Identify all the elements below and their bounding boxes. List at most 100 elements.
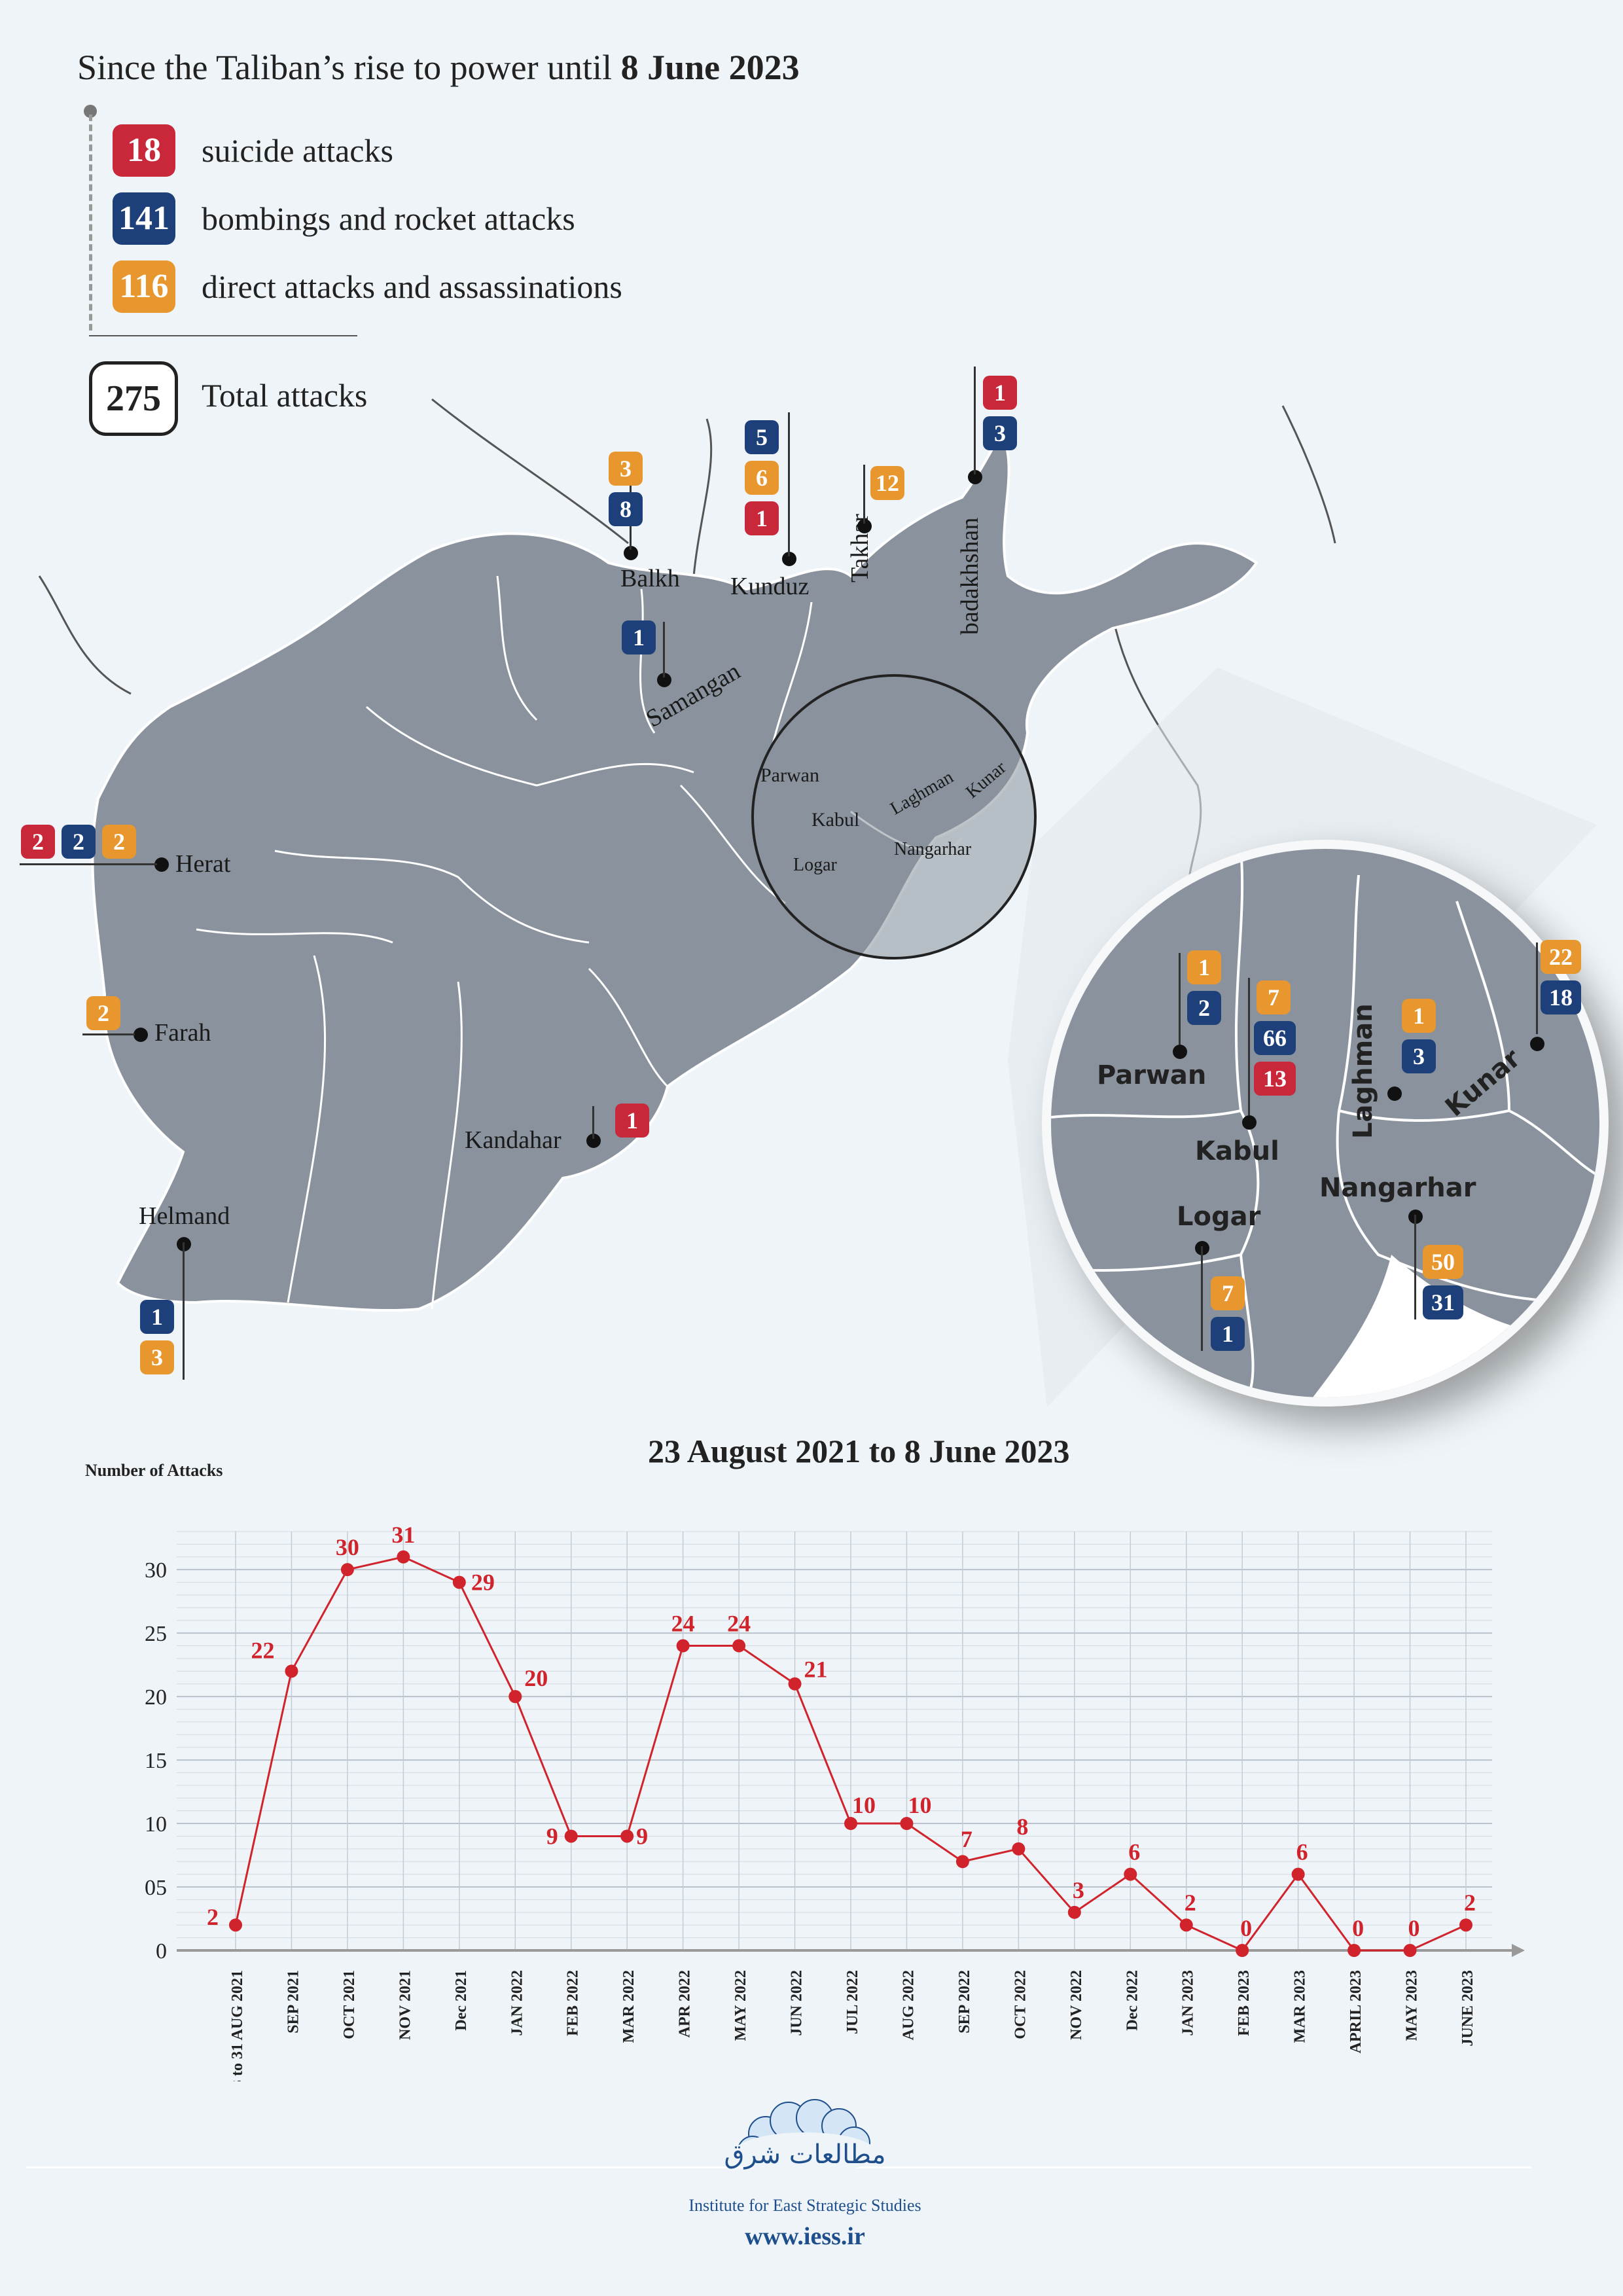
institute-name: Institute for East Strategic Studies	[688, 2196, 921, 2215]
pin-badakhshan	[968, 470, 982, 484]
zoom-leader-kunar	[1536, 942, 1538, 1034]
pin-takhar	[857, 519, 872, 533]
legend-dot	[84, 105, 97, 118]
data-point	[564, 1829, 578, 1843]
legend-value-suicide: 18	[113, 124, 175, 177]
institute-url[interactable]: www.iess.ir	[745, 2223, 865, 2250]
x-tick-label: 23 to 31 AUG 2021	[229, 1970, 246, 2081]
data-label: 6	[1296, 1839, 1308, 1865]
legend-item-bombings: 141 bombings and rocket attacks	[113, 192, 575, 245]
data-point	[844, 1817, 857, 1831]
data-label: 9	[636, 1823, 648, 1849]
kabul-suicide-badge: 13	[1254, 1062, 1296, 1096]
data-point	[1179, 1918, 1193, 1932]
balkh-direct-badge: 3	[609, 452, 643, 486]
pin-farah	[134, 1028, 148, 1042]
zoom-borders	[1051, 849, 1599, 1397]
data-point	[732, 1639, 746, 1653]
lens-label-parwan: Parwan	[760, 764, 819, 786]
x-tick-label: FEB 2022	[565, 1970, 582, 2036]
data-point	[1012, 1842, 1026, 1856]
pin-balkh	[624, 546, 638, 560]
zoom-label-logar: Logar	[1177, 1202, 1261, 1232]
pin-kunduz	[782, 552, 796, 566]
chart-ylabel: Number of Attacks	[85, 1461, 223, 1480]
lens-label-nangarhar: Nangarhar	[894, 839, 972, 859]
data-label: 22	[251, 1637, 274, 1663]
kunar-bombing-badge: 18	[1541, 980, 1581, 1014]
kandahar-suicide-badge: 1	[615, 1103, 649, 1138]
leader-samangan	[663, 622, 665, 677]
x-tick-label: APRIL 2023	[1347, 1970, 1364, 2053]
province-label-kunduz: Kunduz	[730, 573, 810, 600]
lens-label-kabul: Kabul	[812, 809, 860, 831]
logar-direct-badge: 7	[1211, 1276, 1245, 1310]
x-tick-label: OCT 2021	[341, 1970, 358, 2039]
data-point	[1124, 1867, 1137, 1881]
takhar-direct-badge: 12	[870, 466, 904, 500]
data-label: 9	[546, 1823, 558, 1849]
province-label-farah: Farah	[154, 1019, 211, 1047]
legend-label-suicide: suicide attacks	[202, 132, 393, 169]
lens-label-logar: Logar	[793, 855, 837, 875]
data-label: 2	[207, 1904, 219, 1930]
herat-suicide-badge: 2	[21, 825, 55, 859]
data-label: 21	[804, 1657, 828, 1683]
data-point	[452, 1575, 466, 1589]
data-label: 10	[852, 1792, 876, 1818]
laghman-direct-badge: 1	[1402, 999, 1436, 1033]
x-tick-label: JAN 2022	[508, 1970, 526, 2036]
data-label: 0	[1408, 1915, 1420, 1941]
nangarhar-bombing-badge: 31	[1423, 1285, 1463, 1319]
parwan-direct-badge: 1	[1187, 950, 1221, 984]
province-label-herat: Herat	[175, 850, 231, 878]
kunar-direct-badge: 22	[1541, 940, 1581, 974]
data-label: 31	[391, 1522, 415, 1548]
data-label: 2	[1185, 1890, 1196, 1916]
data-label: 30	[336, 1534, 359, 1560]
helmand-direct-badge: 3	[140, 1340, 174, 1374]
province-label-balkh: Balkh	[620, 565, 680, 592]
zoom-label-laghman: Laghman	[1348, 1003, 1378, 1139]
zoom-pin-laghman	[1387, 1086, 1402, 1101]
zoom-leader-kabul	[1248, 978, 1250, 1115]
total-label: Total attacks	[202, 377, 368, 414]
page-title: Since the Taliban’s rise to power until …	[77, 47, 800, 88]
pin-samangan	[657, 673, 671, 687]
data-point	[1403, 1944, 1417, 1957]
zoom-leader-nangarhar	[1414, 1215, 1416, 1319]
x-tick-label: JUL 2022	[844, 1970, 861, 2034]
zoom-label-nangarhar: Nangarhar	[1319, 1173, 1476, 1203]
y-tick-label: 05	[145, 1876, 167, 1900]
data-label: 6	[1128, 1839, 1140, 1865]
data-label: 0	[1352, 1915, 1364, 1941]
y-tick-label: 10	[145, 1812, 167, 1837]
y-tick-label: 30	[145, 1558, 167, 1583]
logar-bombing-badge: 1	[1211, 1317, 1245, 1351]
y-tick-label: 20	[145, 1685, 167, 1710]
data-point	[788, 1677, 802, 1691]
x-tick-label: JUNE 2023	[1459, 1970, 1476, 2047]
kabul-direct-badge: 7	[1257, 980, 1291, 1014]
leader-kandahar	[592, 1106, 594, 1139]
data-label: 3	[1073, 1877, 1084, 1903]
x-tick-label: SEP 2022	[956, 1970, 973, 2034]
data-label: 20	[524, 1665, 548, 1691]
x-tick-label: Dec 2021	[453, 1970, 470, 2031]
data-label: 2	[1464, 1890, 1476, 1916]
zoom-pin-parwan	[1173, 1045, 1187, 1059]
data-point	[955, 1855, 969, 1869]
legend-item-direct: 116 direct attacks and assassinations	[113, 260, 622, 313]
x-axis-arrow	[1512, 1944, 1525, 1957]
data-label: 0	[1240, 1915, 1252, 1941]
zoom-leader-parwan	[1179, 953, 1181, 1045]
x-tick-label: APR 2022	[677, 1970, 694, 2037]
data-point	[397, 1550, 410, 1564]
institute-logo: مطالعات شرق	[724, 2099, 886, 2174]
zoom-leader-logar	[1201, 1246, 1203, 1351]
samangan-bombing-badge: 1	[622, 620, 656, 655]
kunduz-suicide-badge: 1	[745, 501, 779, 535]
data-label: 29	[471, 1570, 495, 1596]
title-prefix: Since the Taliban’s rise to power until	[77, 48, 621, 87]
